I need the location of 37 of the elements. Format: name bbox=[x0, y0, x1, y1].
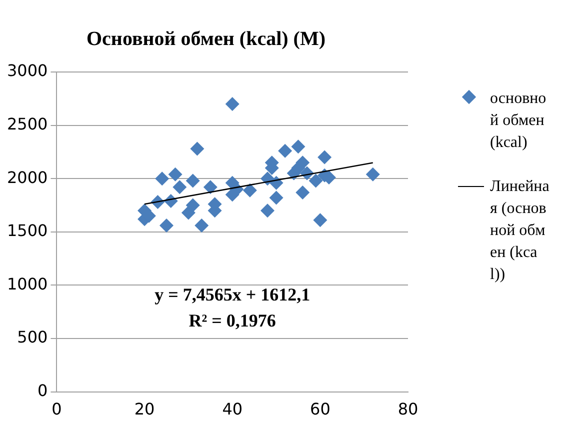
point bbox=[203, 180, 218, 194]
point bbox=[159, 218, 174, 233]
point bbox=[190, 142, 204, 156]
point bbox=[278, 144, 292, 158]
x-tick-label: 80 bbox=[398, 400, 418, 419]
legend-label: основной обмен (kcal) bbox=[490, 89, 548, 153]
point bbox=[308, 174, 323, 188]
point bbox=[168, 167, 182, 182]
x-tick-label: 20 bbox=[134, 400, 155, 419]
point bbox=[291, 140, 306, 154]
point bbox=[296, 185, 310, 200]
x-tick-label: 0 bbox=[52, 400, 62, 419]
point bbox=[318, 150, 332, 164]
y-tick-label: 1000 bbox=[7, 274, 48, 294]
point bbox=[366, 167, 380, 182]
y-tick-label: 2500 bbox=[7, 114, 48, 134]
point bbox=[260, 204, 274, 218]
y-tick-label: 2000 bbox=[7, 168, 48, 187]
point bbox=[172, 180, 187, 194]
x-tick-label: 60 bbox=[310, 400, 330, 419]
point bbox=[155, 172, 170, 186]
y-tick-label: 1500 bbox=[7, 221, 48, 240]
point bbox=[194, 218, 209, 233]
point bbox=[269, 190, 284, 205]
point bbox=[225, 96, 240, 111]
x-tick-label: 40 bbox=[222, 400, 243, 419]
point bbox=[313, 213, 328, 228]
annotation: R² = 0,1976 bbox=[188, 310, 276, 331]
point bbox=[186, 174, 200, 188]
y-tick-label: 0 bbox=[38, 380, 48, 400]
y-tick-label: 3000 bbox=[7, 61, 48, 80]
y-tick-label: 500 bbox=[17, 328, 48, 347]
point bbox=[186, 198, 200, 212]
legend-label: Линейная (основной обмен (kcal)) bbox=[490, 177, 550, 285]
chart-title: Основной обмен (kcal) (M) bbox=[86, 28, 326, 50]
annotation: y = 7,4565x + 1612,1 bbox=[154, 284, 310, 305]
point bbox=[242, 183, 257, 198]
